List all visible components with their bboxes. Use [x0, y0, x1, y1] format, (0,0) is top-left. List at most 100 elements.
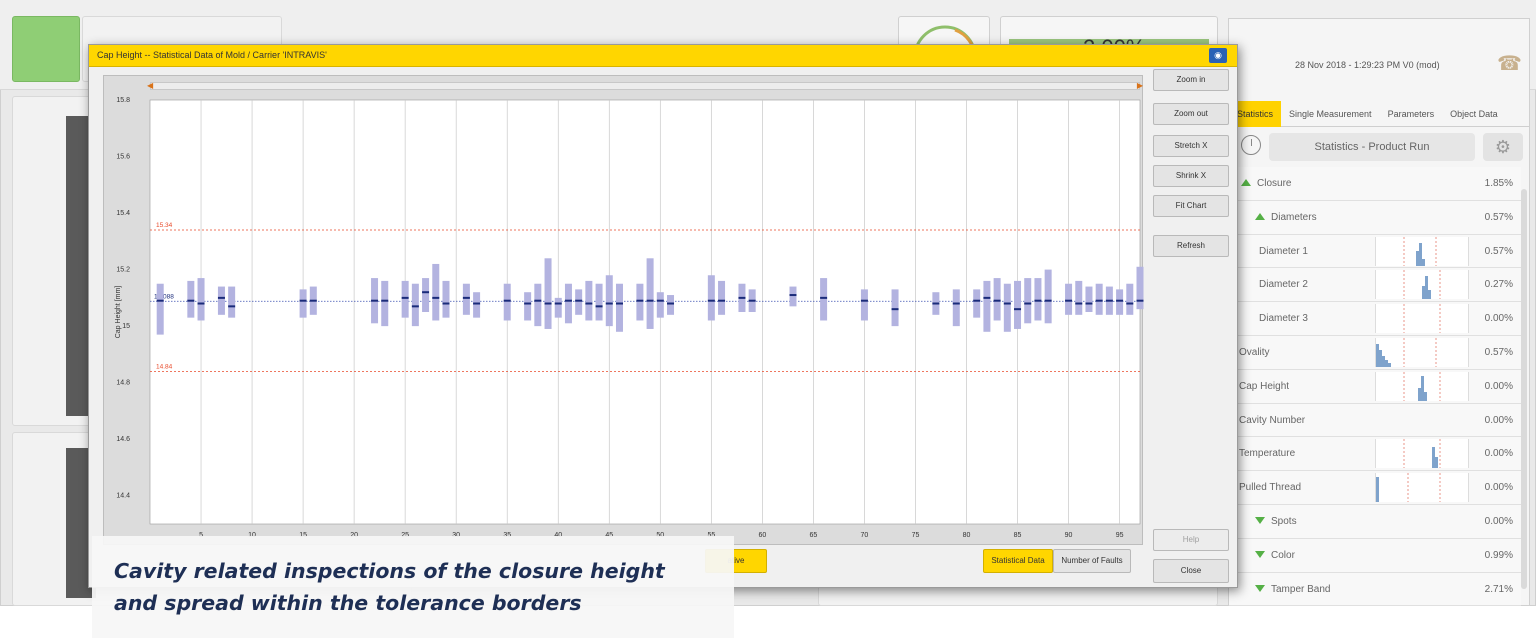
stat-row-value: 0.00%: [1484, 380, 1513, 392]
y-axis-label: Cap Height [mm]: [115, 286, 122, 339]
cavity-87-mean-mark: [1034, 299, 1042, 302]
cavity-73-mean-mark: [891, 308, 899, 311]
histogram-graphic: [1376, 337, 1437, 367]
y-tick-label: 15.2: [116, 267, 130, 274]
statistics-panel: 28 Nov 2018 - 1:29:23 PM V0 (mod) ☎ Stat…: [1228, 18, 1530, 607]
camera-icon[interactable]: ◉: [1209, 48, 1227, 63]
cavity-81-mean-mark: [973, 299, 981, 302]
status-indicator-green[interactable]: [12, 16, 80, 82]
y-tick-label: 14.4: [116, 493, 130, 500]
cavity-51-range-bar: [667, 295, 675, 315]
cap-height-chart: 5 10 15 20 25 30 35 40 45 50 55 60 65 70 75 80 85 90 95 14.…: [115, 97, 1144, 539]
expand-down-icon[interactable]: [1255, 584, 1265, 592]
cavity-79-range-bar: [952, 289, 960, 327]
cavity-38-mean-mark: [534, 299, 542, 302]
close-button[interactable]: Close: [1153, 559, 1229, 583]
zoom-out-button[interactable]: Zoom out: [1153, 103, 1229, 125]
cavity-16-mean-mark: [309, 299, 317, 302]
cavity-42-mean-mark: [575, 299, 583, 302]
stat-row-color[interactable]: Color 0.99%: [1229, 538, 1521, 573]
date-stamp: 28 Nov 2018 - 1:29:23 PM V0 (mod): [1295, 60, 1440, 70]
user-icon[interactable]: ☎: [1497, 53, 1522, 75]
settings-view-icon[interactable]: ⚙: [1483, 133, 1523, 161]
cavity-82-range-bar: [983, 280, 991, 332]
stat-row-diameter-1[interactable]: Diameter 1 0.57%: [1229, 234, 1521, 269]
stat-row-pulled-thread[interactable]: Pulled Thread 0.00%: [1229, 471, 1521, 505]
x-tick-label: 45: [605, 532, 613, 539]
stat-row-ovality[interactable]: Ovality 0.57%: [1229, 335, 1521, 370]
expand-down-icon[interactable]: [1255, 516, 1265, 524]
mini-histogram: [1375, 270, 1469, 300]
x-tick-label: 60: [758, 532, 766, 539]
tab-single-measurement[interactable]: Single Measurement: [1289, 109, 1372, 119]
x-tick-label: 25: [401, 532, 409, 539]
stat-row-cavity-number[interactable]: Cavity Number 0.00%: [1229, 403, 1521, 438]
tab-statistical-data[interactable]: Statistical Data: [983, 549, 1053, 573]
cavity-32-range-bar: [473, 292, 481, 318]
histogram-graphic: [1403, 304, 1441, 334]
cavity-5-mean-mark: [197, 302, 205, 305]
fit-chart-button[interactable]: Fit Chart: [1153, 195, 1229, 217]
expand-up-icon[interactable]: [1241, 179, 1251, 186]
stretch-x-button[interactable]: Stretch X: [1153, 135, 1229, 157]
cavity-25-range-bar: [401, 280, 409, 318]
cavity-39-mean-mark: [544, 302, 552, 305]
cavity-93-mean-mark: [1095, 299, 1103, 302]
cavity-63-range-bar: [789, 286, 797, 307]
tab-number-of-faults[interactable]: Number of Faults: [1053, 549, 1131, 573]
cavity-28-mean-mark: [432, 296, 440, 299]
cavity-94-mean-mark: [1105, 299, 1113, 302]
cavity-95-mean-mark: [1116, 299, 1124, 302]
stat-row-temperature[interactable]: Temperature 0.00%: [1229, 437, 1521, 472]
cavity-38-range-bar: [534, 283, 542, 327]
stat-row-cap-height[interactable]: Cap Height 0.00%: [1229, 369, 1521, 404]
stat-row-diameter-3[interactable]: Diameter 3 0.00%: [1229, 302, 1521, 336]
tab-object-data[interactable]: Object Data: [1450, 109, 1498, 119]
cavity-1-mean-mark: [156, 299, 164, 302]
statistics-title-button[interactable]: Statistics - Product Run: [1269, 133, 1475, 161]
stat-row-spots[interactable]: Spots 0.00%: [1229, 504, 1521, 539]
x-tick-label: 70: [861, 532, 869, 539]
cavity-44-range-bar: [595, 283, 603, 321]
scroll-left-icon[interactable]: ◀: [147, 81, 154, 90]
x-tick-label: 5: [199, 532, 203, 539]
refresh-button[interactable]: Refresh: [1153, 235, 1229, 257]
stat-row-diameter-2[interactable]: Diameter 2 0.27%: [1229, 268, 1521, 303]
dialog-title: Cap Height -- Statistical Data of Mold /…: [97, 50, 327, 60]
cavity-93-range-bar: [1095, 283, 1103, 315]
shrink-x-button[interactable]: Shrink X: [1153, 165, 1229, 187]
stat-row-closure[interactable]: Closure 1.85%: [1229, 167, 1521, 201]
clock-icon[interactable]: [1241, 135, 1261, 155]
cavity-27-mean-mark: [422, 291, 430, 294]
caption-box: Cavity related inspections of the closur…: [92, 536, 734, 638]
statistics-scrollbar[interactable]: [1521, 189, 1527, 589]
cavity-43-range-bar: [585, 280, 593, 321]
mini-histogram: [1375, 236, 1469, 266]
cavity-63-mean-mark: [789, 294, 797, 297]
cavity-5-range-bar: [197, 278, 205, 321]
expand-down-icon[interactable]: [1255, 550, 1265, 558]
x-tick-label: 90: [1065, 532, 1073, 539]
chart-scroll-strip[interactable]: ◀ ▶: [147, 81, 1143, 90]
expand-up-icon[interactable]: [1255, 212, 1265, 220]
mini-histogram: [1375, 337, 1469, 367]
mini-histogram: [1375, 371, 1469, 401]
stat-row-tamper-band[interactable]: Tamper Band 2.71%: [1229, 572, 1521, 607]
dialog-title-bar[interactable]: Cap Height -- Statistical Data of Mold /…: [89, 45, 1237, 67]
help-button[interactable]: Help: [1153, 529, 1229, 551]
statistics-header: Statistics - Product Run ⚙: [1229, 131, 1529, 165]
cavity-31-mean-mark: [462, 296, 470, 299]
cavity-81-range-bar: [973, 289, 981, 318]
cavity-85-range-bar: [1014, 280, 1022, 329]
zoom-in-button[interactable]: Zoom in: [1153, 69, 1229, 91]
cavity-50-mean-mark: [656, 299, 664, 302]
cavity-46-mean-mark: [615, 302, 623, 305]
cavity-97-range-bar: [1136, 266, 1144, 310]
cavity-70-mean-mark: [860, 299, 868, 302]
cavity-92-mean-mark: [1085, 302, 1093, 305]
tab-parameters[interactable]: Parameters: [1387, 109, 1435, 119]
scroll-right-icon[interactable]: ▶: [1136, 81, 1143, 90]
histogram-graphic: [1403, 236, 1437, 266]
stat-row-diameters[interactable]: Diameters 0.57%: [1229, 200, 1521, 235]
mini-histogram: [1375, 304, 1469, 334]
